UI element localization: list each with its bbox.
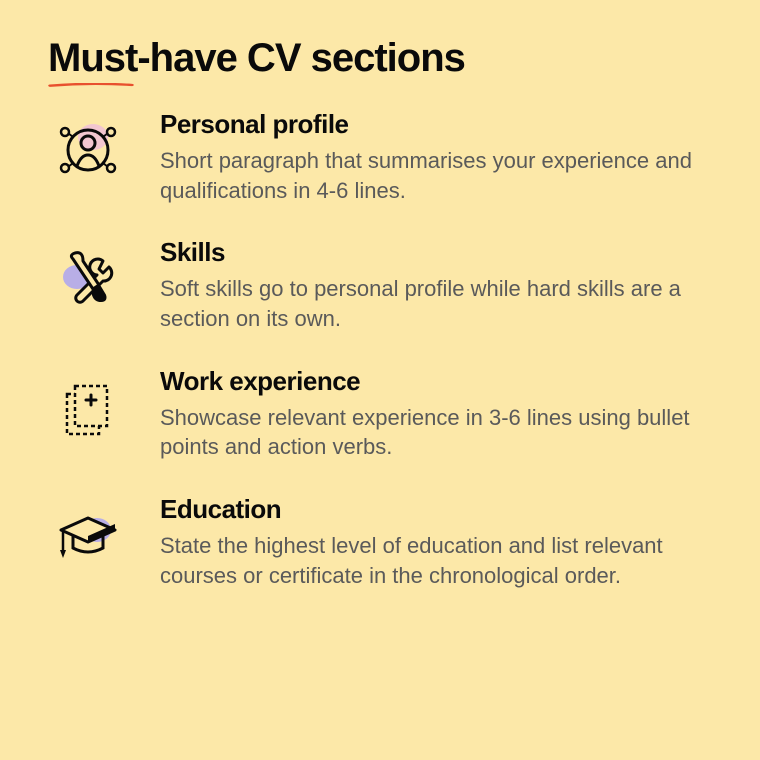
title-text: Must-have CV sections xyxy=(48,36,465,80)
section-skills: Skills Soft skills go to personal profil… xyxy=(48,237,712,333)
section-desc: Soft skills go to personal profile while… xyxy=(160,274,712,333)
section-text: Work experience Showcase relevant experi… xyxy=(160,366,712,462)
section-text: Personal profile Short paragraph that su… xyxy=(160,109,712,205)
section-heading: Education xyxy=(160,494,712,525)
section-desc: Showcase relevant experience in 3-6 line… xyxy=(160,403,712,462)
section-education: Education State the highest level of edu… xyxy=(48,494,712,590)
section-desc: State the highest level of education and… xyxy=(160,531,712,590)
section-text: Skills Soft skills go to personal profil… xyxy=(160,237,712,333)
section-desc: Short paragraph that summarises your exp… xyxy=(160,146,712,205)
title-underline xyxy=(48,83,134,87)
section-text: Education State the highest level of edu… xyxy=(160,494,712,590)
section-heading: Personal profile xyxy=(160,109,712,140)
section-heading: Work experience xyxy=(160,366,712,397)
section-work-experience: Work experience Showcase relevant experi… xyxy=(48,366,712,462)
work-icon xyxy=(48,366,128,442)
education-icon xyxy=(48,494,128,570)
skills-icon xyxy=(48,237,128,313)
section-heading: Skills xyxy=(160,237,712,268)
profile-icon xyxy=(48,109,128,185)
section-personal-profile: Personal profile Short paragraph that su… xyxy=(48,109,712,205)
page-title: Must-have CV sections xyxy=(48,36,465,81)
